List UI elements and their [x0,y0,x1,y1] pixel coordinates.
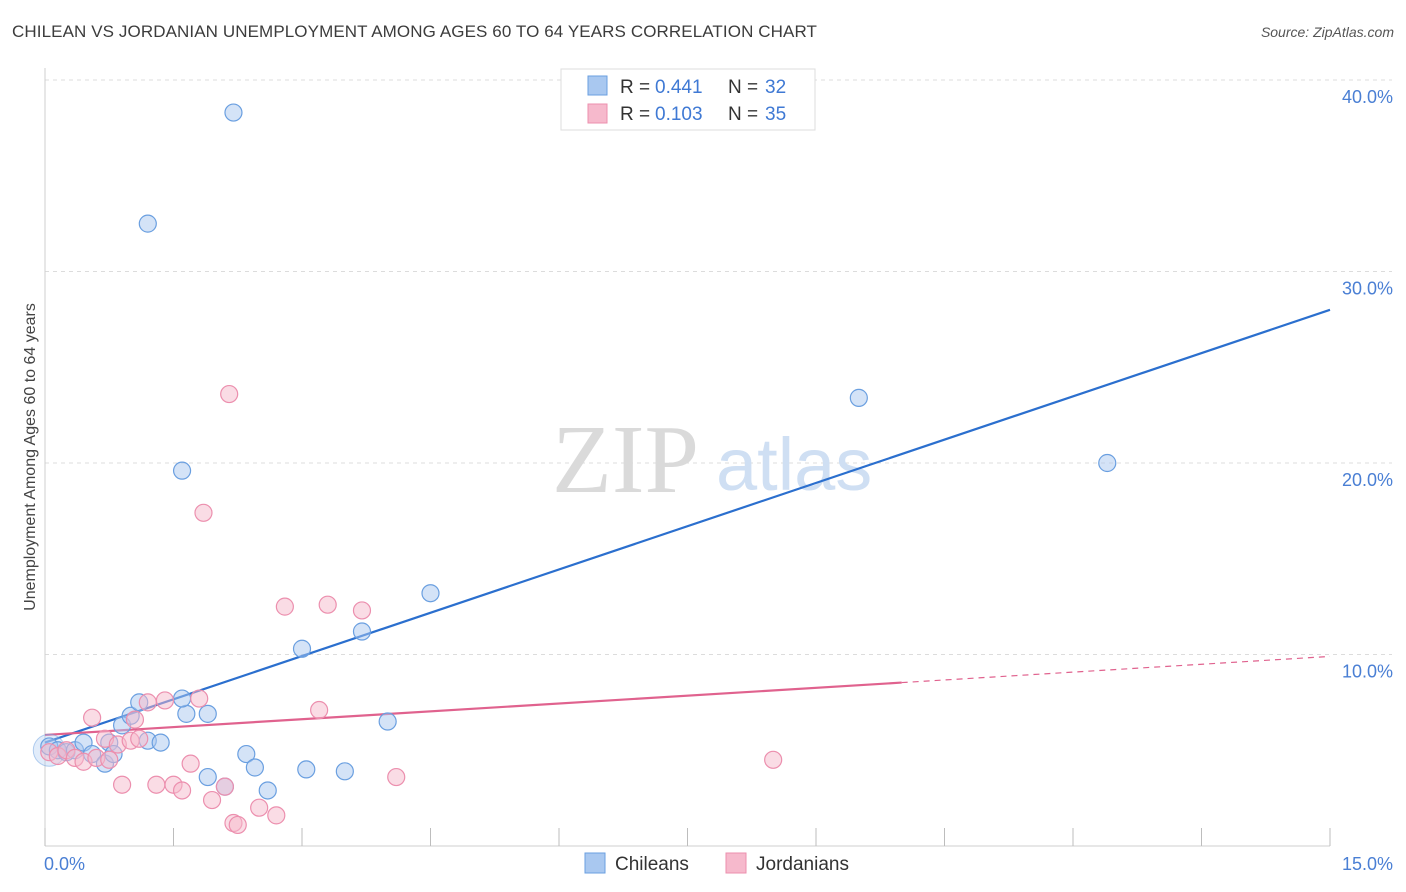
y-tick-labels: 10.0% 20.0% 30.0% 40.0% [1342,87,1393,682]
chart-title: CHILEAN VS JORDANIAN UNEMPLOYMENT AMONG … [12,22,818,41]
point-chileans [177,704,196,723]
y-tick-label: 30.0% [1342,279,1393,299]
point-jordanians [83,708,102,727]
legend-r-label-jordanians: R = [620,104,650,125]
trend-line-jordanians-projection [901,655,1331,684]
watermark: ZIP atlas [552,406,872,514]
trend-lines [44,308,1331,744]
legend-swatch-jordanians [587,103,608,124]
x-tick-label-max: 15.0% [1342,854,1393,874]
point-chileans [378,712,397,731]
point-chileans [292,639,312,658]
legend-n-value-jordanians: 35 [765,104,786,125]
point-jordanians [172,781,192,800]
point-jordanians [387,767,406,787]
legend-r-value-jordanians: 0.103 [655,104,703,125]
legend-n-label-chileans: N = [728,77,758,98]
point-jordanians [202,790,222,810]
point-chileans [172,689,192,708]
point-chileans [1098,453,1117,473]
legend-r-value-chileans: 0.441 [655,77,703,98]
series-legend-label-chileans: Chileans [615,854,689,875]
series-legend-swatch-jordanians [725,852,747,874]
point-jordanians [352,601,372,620]
legend-n-label-jordanians: N = [728,104,758,125]
point-chileans [198,704,217,723]
point-jordanians [275,597,294,616]
data-points [32,103,1117,835]
point-chileans [849,388,868,407]
point-chileans [335,762,354,781]
point-jordanians [250,798,269,817]
point-chileans [297,760,316,779]
point-jordanians [190,689,209,708]
point-chileans [224,103,243,122]
point-jordanians [138,693,157,712]
series-legend-swatch-chileans [584,852,606,874]
y-tick-label: 40.0% [1342,87,1393,107]
point-chileans [198,767,217,787]
point-jordanians [100,750,119,769]
point-jordanians [220,384,239,404]
legend-r-label-chileans: R = [620,77,650,98]
point-jordanians [310,700,329,720]
legend-n-value-chileans: 32 [765,77,786,98]
point-jordanians [194,503,213,522]
point-jordanians [181,754,200,773]
y-tick-label: 10.0% [1342,662,1393,682]
trend-line-chileans [44,308,1331,744]
point-jordanians [764,750,783,769]
point-chileans [138,214,157,233]
point-chileans [151,733,170,752]
correlation-legend: R = 0.441 N = 32 R = 0.103 N = 35 [560,68,816,131]
point-jordanians [130,729,149,748]
point-jordanians [228,815,247,835]
point-chileans [237,744,256,764]
point-jordanians [267,806,286,825]
point-jordanians [215,777,234,796]
point-chileans [258,781,277,800]
legend-swatch-chileans [587,75,608,96]
source-label: Source: ZipAtlas.com [1260,24,1394,40]
watermark-zip: ZIP [552,406,699,514]
y-axis-title: Unemployment Among Ages 60 to 64 years [22,303,39,611]
point-chileans [421,584,440,603]
watermark-atlas: atlas [716,423,872,506]
series-legend: Chileans Jordanians [584,852,849,875]
point-jordanians [318,595,337,614]
x-axis-ticks [44,828,1331,846]
y-tick-label: 20.0% [1342,470,1393,490]
point-chileans [352,622,372,641]
point-jordanians [155,691,175,710]
point-jordanians [112,775,132,794]
gridlines [45,79,1392,655]
point-chileans [172,461,192,480]
x-tick-label-min: 0.0% [44,854,85,874]
trend-line-jordanians [44,681,902,737]
series-legend-label-jordanians: Jordanians [756,854,849,875]
point-jordanians [147,775,166,794]
point-jordanians [125,710,145,729]
point-chileans [245,758,264,777]
